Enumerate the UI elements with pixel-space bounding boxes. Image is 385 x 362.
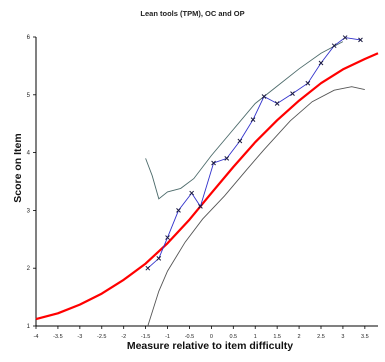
observed-line: [147, 37, 361, 269]
y-axis-label: Score on Item: [12, 133, 24, 203]
y-tick-label: 3: [27, 208, 31, 214]
x-tick-label: 3: [341, 334, 344, 340]
x-tick-label: 0: [210, 334, 213, 340]
observed-point: [156, 256, 162, 261]
observed-point: [250, 117, 256, 123]
x-tick-label: 1: [254, 334, 257, 340]
y-tick-label: 6: [27, 35, 31, 41]
observed-point: [198, 204, 203, 209]
x-tick-label: -2.5: [97, 334, 106, 340]
x-tick-label: 0.5: [229, 334, 237, 340]
y-tick-label: 5: [27, 93, 31, 99]
observed-point: [176, 208, 181, 213]
x-axis-label: Measure relative to item difficulty: [126, 340, 294, 352]
observed-point: [274, 101, 280, 106]
x-tick-label: -1.5: [141, 334, 150, 340]
observed-point: [145, 265, 151, 271]
observed-point: [189, 190, 195, 196]
x-tick-label: -0.5: [185, 334, 194, 340]
x-tick-label: -2: [121, 334, 126, 340]
observed-point: [358, 37, 363, 43]
observed-point: [224, 156, 230, 161]
observed-point: [290, 91, 295, 96]
y-tick-label: 1: [27, 324, 31, 330]
x-tick-label: 1.5: [273, 334, 281, 340]
observed-point: [331, 43, 337, 49]
observed-point: [342, 35, 348, 40]
x-tick-label: 3.5: [361, 334, 369, 340]
x-tick-label: 2.5: [317, 334, 325, 340]
x-tick-label: -3.5: [53, 334, 62, 340]
y-tick-label: 4: [27, 151, 31, 157]
y-tick-label: 2: [27, 266, 31, 272]
x-tick-label: -3: [77, 334, 82, 340]
observed-point: [305, 80, 311, 86]
x-tick-label: -4: [34, 334, 39, 340]
observed-point: [318, 60, 324, 66]
observed-point: [237, 138, 243, 144]
observed-point: [165, 235, 170, 240]
observed-point: [261, 94, 267, 99]
observed-point: [211, 160, 216, 166]
x-tick-label: -1: [165, 334, 170, 340]
model-curve-line: [35, 52, 379, 321]
x-tick-label: 2: [298, 334, 301, 340]
chart-title: Lean tools (TPM), OC and OP: [140, 9, 245, 18]
upper-band-line: [145, 41, 344, 200]
lower-band-line: [147, 86, 365, 327]
